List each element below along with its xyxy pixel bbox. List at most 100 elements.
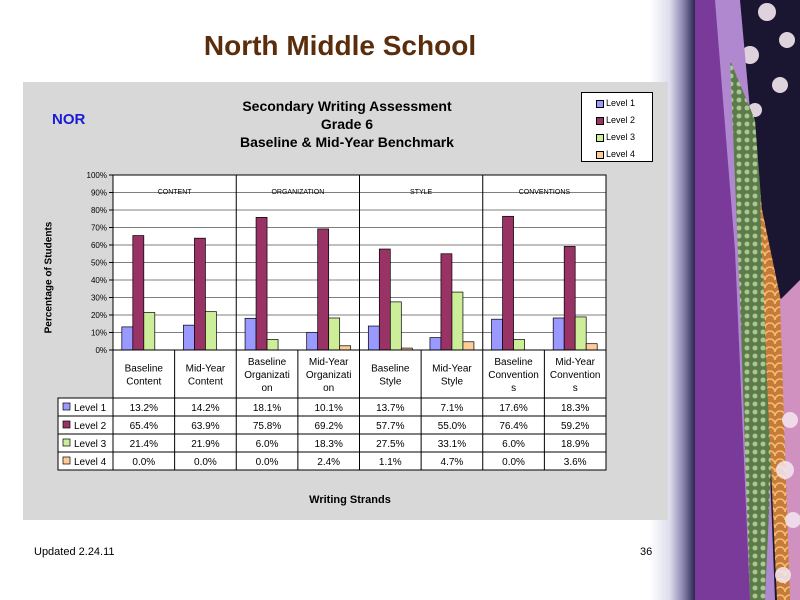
bar <box>266 339 279 351</box>
legend-swatch <box>596 134 604 142</box>
table-series-name: Level 2 <box>74 421 107 432</box>
legend-item-level-4: Level 4 <box>582 147 652 161</box>
y-tick-label: 40% <box>91 276 107 285</box>
data-label: 33.1% <box>438 439 466 450</box>
bar <box>429 337 442 351</box>
legend-label: Level 4 <box>606 149 636 159</box>
bar <box>132 235 145 351</box>
y-tick-label: 80% <box>91 206 107 215</box>
category-label: on <box>323 383 334 394</box>
category-label: s <box>511 383 516 394</box>
bar <box>491 318 503 351</box>
y-tick-label: 60% <box>91 241 107 250</box>
category-label: Mid-Year <box>432 364 472 375</box>
data-label: 13.2% <box>130 403 158 414</box>
data-label: 18.3% <box>315 439 343 450</box>
data-label: 0.0% <box>194 457 217 468</box>
group-label: STYLE <box>410 189 433 196</box>
category-label: s <box>573 383 578 394</box>
data-label: 6.0% <box>256 439 279 450</box>
chart-legend: Level 1 Level 2 Level 3 Level 4 <box>581 92 653 162</box>
chart-title-line-2: Grade 6 <box>320 116 374 132</box>
category-label: Baseline <box>371 364 410 375</box>
y-tick-label: 0% <box>95 346 107 355</box>
data-label: 21.4% <box>130 439 158 450</box>
bar <box>194 237 206 351</box>
category-label: Style <box>379 377 402 388</box>
data-label: 13.7% <box>376 403 404 414</box>
data-label: 17.6% <box>499 403 527 414</box>
bar <box>502 215 514 351</box>
y-tick-label: 90% <box>91 189 107 198</box>
table-series-swatch <box>62 456 71 465</box>
category-label: Convention <box>550 370 601 381</box>
category-label: Organizati <box>306 370 352 381</box>
table-series-name: Level 3 <box>74 439 107 450</box>
data-label: 18.9% <box>561 439 589 450</box>
group-label: ORGANIZATION <box>271 189 324 196</box>
category-label: Content <box>188 377 223 388</box>
page-number: 36 <box>640 546 653 558</box>
bar <box>451 291 464 351</box>
data-label: 2.4% <box>317 457 340 468</box>
legend-swatch <box>596 100 604 108</box>
data-label: 59.2% <box>561 421 589 432</box>
y-tick-label: 20% <box>91 311 107 320</box>
bar <box>563 246 576 351</box>
category-label: Mid-Year <box>555 357 595 368</box>
slide-title: North Middle School <box>203 30 477 61</box>
table-series-swatch <box>62 420 71 429</box>
data-label: 4.7% <box>441 457 464 468</box>
chart-title-line-1: Secondary Writing Assessment <box>242 98 452 114</box>
y-tick-label: 50% <box>91 259 107 268</box>
group-label: CONTENT <box>158 189 193 196</box>
data-label: 3.6% <box>564 457 587 468</box>
table-series-name: Level 4 <box>74 457 107 468</box>
legend-item-level-1: Level 1 <box>582 96 652 110</box>
category-label: Baseline <box>494 357 533 368</box>
category-label: Baseline <box>125 364 164 375</box>
data-label: 18.1% <box>253 403 281 414</box>
y-tick-label: 30% <box>91 294 107 303</box>
data-label: 7.1% <box>441 403 464 414</box>
legend-label: Level 3 <box>606 132 636 142</box>
data-label: 10.1% <box>315 403 343 414</box>
legend-swatch <box>596 117 604 125</box>
bar <box>339 345 352 351</box>
data-label: 18.3% <box>561 403 589 414</box>
bar <box>205 311 217 351</box>
bar <box>378 248 391 351</box>
bar <box>255 217 268 351</box>
table-series-swatch <box>62 402 71 411</box>
updated-date: Updated 2.24.11 <box>34 546 115 558</box>
data-label: 1.1% <box>379 457 402 468</box>
x-axis-label: Writing Strands <box>309 494 391 506</box>
table-series-name: Level 1 <box>74 403 107 414</box>
data-label: 55.0% <box>438 421 466 432</box>
bar <box>328 317 341 351</box>
bar <box>143 312 156 351</box>
data-label: 0.0% <box>132 457 155 468</box>
category-label: Baseline <box>248 357 287 368</box>
bar <box>552 317 565 351</box>
category-label: Mid-Year <box>309 357 349 368</box>
legend-label: Level 1 <box>606 98 636 108</box>
bar <box>121 326 134 351</box>
data-label: 14.2% <box>191 403 219 414</box>
y-tick-label: 10% <box>91 329 107 338</box>
bar <box>183 324 195 351</box>
bar <box>317 228 330 351</box>
category-label: Organizati <box>244 370 290 381</box>
bar <box>574 316 587 351</box>
bar <box>585 343 598 351</box>
bar <box>306 331 319 351</box>
legend-item-level-2: Level 2 <box>582 113 652 127</box>
data-label: 69.2% <box>315 421 343 432</box>
legend-item-level-3: Level 3 <box>582 130 652 144</box>
bar <box>513 339 525 351</box>
data-label: 0.0% <box>256 457 279 468</box>
y-tick-label: 70% <box>91 224 107 233</box>
school-code-label: NOR <box>52 111 86 128</box>
data-label: 0.0% <box>502 457 525 468</box>
